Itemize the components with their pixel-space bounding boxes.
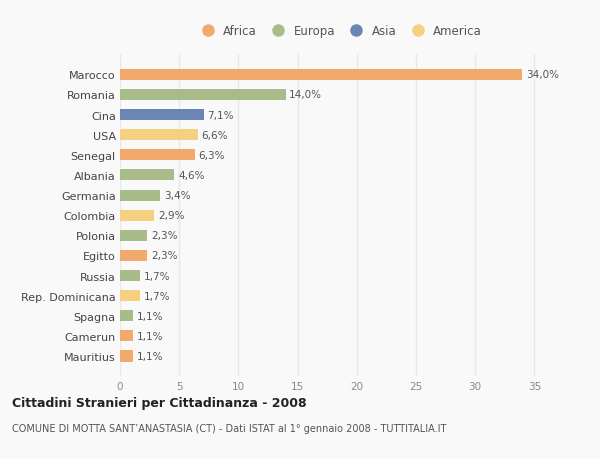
Bar (120, 110, 204, 121)
Bar (120, 70, 523, 81)
Bar (120, 250, 147, 262)
Text: 1,7%: 1,7% (143, 291, 170, 301)
Text: 1,7%: 1,7% (143, 271, 170, 281)
Text: 2,3%: 2,3% (151, 251, 177, 261)
Text: 1,1%: 1,1% (137, 331, 163, 341)
Bar (120, 150, 194, 161)
Text: 4,6%: 4,6% (178, 171, 205, 180)
Text: 6,6%: 6,6% (202, 130, 228, 140)
Text: 34,0%: 34,0% (526, 70, 559, 80)
Text: 7,1%: 7,1% (208, 110, 234, 120)
Bar (120, 270, 140, 281)
Text: COMUNE DI MOTTA SANT’ANASTASIA (CT) - Dati ISTAT al 1° gennaio 2008 - TUTTITALIA: COMUNE DI MOTTA SANT’ANASTASIA (CT) - Da… (12, 424, 446, 433)
Text: 3,4%: 3,4% (164, 190, 190, 201)
Bar (120, 130, 198, 141)
Text: 2,3%: 2,3% (151, 231, 177, 241)
Bar (120, 311, 133, 322)
Bar (120, 210, 154, 221)
Text: 2,9%: 2,9% (158, 211, 184, 221)
Bar (120, 90, 286, 101)
Text: Cittadini Stranieri per Cittadinanza - 2008: Cittadini Stranieri per Cittadinanza - 2… (12, 396, 307, 409)
Bar (120, 190, 160, 201)
Text: 14,0%: 14,0% (289, 90, 322, 100)
Bar (120, 170, 175, 181)
Bar (120, 351, 133, 362)
Bar (120, 291, 140, 302)
Legend: Africa, Europa, Asia, America: Africa, Europa, Asia, America (194, 22, 484, 40)
Bar (120, 330, 133, 341)
Text: 1,1%: 1,1% (137, 351, 163, 361)
Text: 6,3%: 6,3% (198, 151, 224, 161)
Text: 1,1%: 1,1% (137, 311, 163, 321)
Bar (120, 230, 147, 241)
